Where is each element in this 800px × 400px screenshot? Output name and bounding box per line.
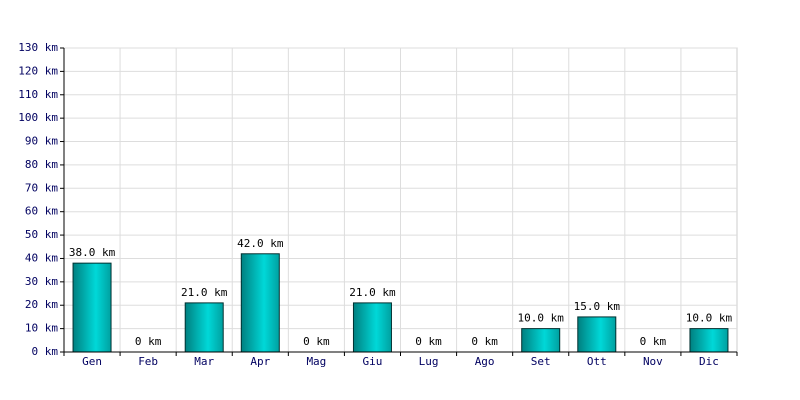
y-tick-label: 30 km	[25, 275, 58, 288]
y-tick-label: 50 km	[25, 228, 58, 241]
value-label: 21.0 km	[181, 286, 228, 299]
x-tick-label: Giu	[363, 355, 383, 368]
y-tick-label: 110 km	[18, 88, 58, 101]
value-label: 10.0 km	[518, 312, 565, 325]
y-tick-label: 100 km	[18, 111, 58, 124]
x-tick-label: Nov	[643, 355, 663, 368]
x-tick-label: Mar	[194, 355, 214, 368]
y-tick-label: 80 km	[25, 158, 58, 171]
y-tick-label: 130 km	[18, 41, 58, 54]
value-label: 21.0 km	[349, 286, 396, 299]
x-tick-label: Dic	[699, 355, 719, 368]
x-tick-label: Apr	[250, 355, 270, 368]
bar	[521, 328, 561, 353]
value-label: 0 km	[135, 335, 162, 348]
bar	[577, 316, 617, 353]
y-tick-label: 60 km	[25, 205, 58, 218]
value-label: 10.0 km	[686, 312, 733, 325]
bar	[240, 253, 280, 353]
x-tick-label: Lug	[419, 355, 439, 368]
y-tick-label: 120 km	[18, 64, 58, 77]
y-tick-label: 70 km	[25, 181, 58, 194]
y-tick-label: 10 km	[25, 322, 58, 335]
x-tick-label: Ago	[475, 355, 495, 368]
y-tick-label: 90 km	[25, 135, 58, 148]
bar	[72, 262, 112, 353]
y-tick-label: 20 km	[25, 298, 58, 311]
bar	[689, 328, 729, 353]
y-tick-label: 0 km	[32, 345, 59, 358]
bar	[184, 302, 224, 353]
bar	[352, 302, 392, 353]
x-tick-label: Ott	[587, 355, 607, 368]
x-tick-label: Mag	[306, 355, 326, 368]
value-label: 0 km	[471, 335, 498, 348]
value-label: 0 km	[303, 335, 330, 348]
x-tick-label: Set	[531, 355, 551, 368]
value-label: 38.0 km	[69, 246, 116, 259]
x-tick-label: Gen	[82, 355, 102, 368]
value-label: 0 km	[640, 335, 667, 348]
x-tick-label: Feb	[138, 355, 158, 368]
value-label: 42.0 km	[237, 237, 284, 250]
y-tick-label: 40 km	[25, 251, 58, 264]
value-label: 0 km	[415, 335, 442, 348]
value-label: 15.0 km	[574, 300, 621, 313]
